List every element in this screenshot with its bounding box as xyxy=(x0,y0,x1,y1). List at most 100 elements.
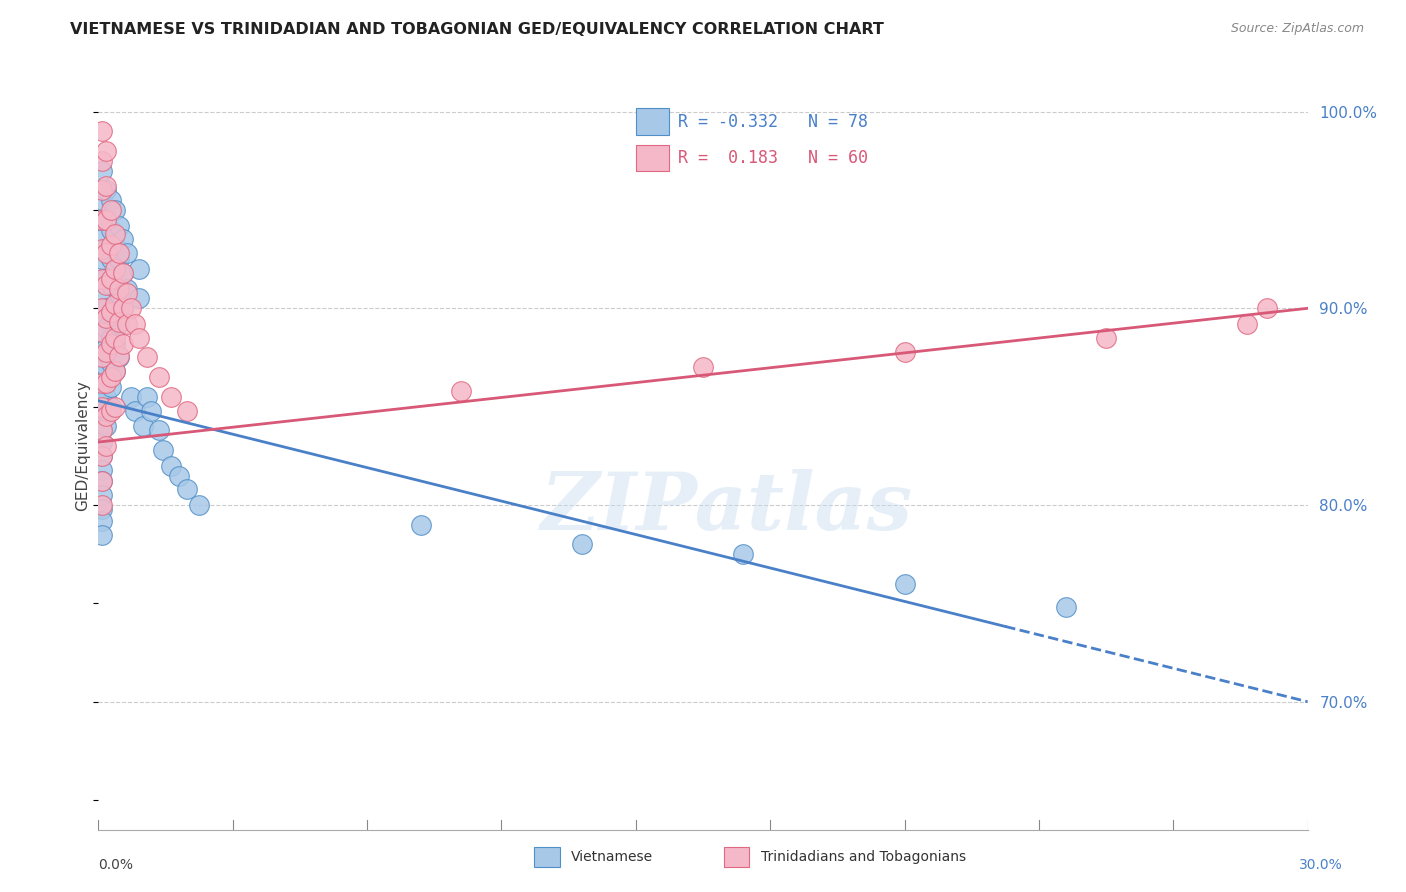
Point xyxy=(96,301,118,316)
Point xyxy=(733,547,755,561)
Point xyxy=(96,242,118,256)
Point xyxy=(111,301,134,316)
Point xyxy=(91,232,114,246)
Point xyxy=(100,252,122,267)
Point xyxy=(148,423,170,437)
Point xyxy=(124,403,146,417)
Point xyxy=(91,212,114,227)
Point xyxy=(107,219,129,233)
Point xyxy=(96,344,118,359)
Point xyxy=(91,449,114,463)
Point xyxy=(100,238,122,252)
Point xyxy=(96,439,118,453)
Point xyxy=(91,331,114,345)
Point xyxy=(100,380,122,394)
Point xyxy=(103,400,125,414)
Y-axis label: GED/Equivalency: GED/Equivalency xyxy=(75,381,90,511)
Point xyxy=(100,331,122,345)
Point xyxy=(96,376,118,390)
Point xyxy=(91,423,114,437)
Point xyxy=(1095,331,1118,345)
Text: Trinidadians and Tobagonians: Trinidadians and Tobagonians xyxy=(761,850,966,864)
Point xyxy=(96,212,118,227)
Point xyxy=(120,390,142,404)
Text: 30.0%: 30.0% xyxy=(1299,858,1343,872)
Point xyxy=(115,285,138,300)
Point xyxy=(1236,317,1258,331)
Point xyxy=(91,514,114,528)
Point xyxy=(111,266,134,280)
Point xyxy=(91,301,114,316)
Point xyxy=(107,349,129,363)
Point xyxy=(91,364,114,378)
Point xyxy=(96,272,118,286)
Point xyxy=(103,238,125,252)
Point xyxy=(107,315,129,329)
Point xyxy=(96,376,118,390)
Point xyxy=(91,124,114,138)
Point xyxy=(100,193,122,207)
Point xyxy=(107,317,129,331)
Point xyxy=(103,336,125,351)
Point xyxy=(91,527,114,541)
Point xyxy=(103,227,125,241)
Point xyxy=(128,292,150,306)
Point xyxy=(91,462,114,476)
Point xyxy=(96,212,118,227)
Point xyxy=(128,331,150,345)
Point xyxy=(96,277,118,292)
Point xyxy=(103,297,125,311)
Point xyxy=(135,351,157,365)
Point xyxy=(120,301,142,316)
Point xyxy=(100,370,122,384)
Point xyxy=(103,364,125,378)
Point xyxy=(96,246,118,260)
Point xyxy=(100,403,122,417)
Point xyxy=(96,360,118,375)
Point xyxy=(107,285,129,300)
Point xyxy=(91,252,114,267)
Point xyxy=(91,502,114,516)
Point xyxy=(91,163,114,178)
Text: 0.0%: 0.0% xyxy=(98,858,134,872)
Point xyxy=(103,331,125,345)
Point xyxy=(107,252,129,267)
Point xyxy=(91,400,114,414)
Point xyxy=(115,317,138,331)
Point xyxy=(91,475,114,489)
Point xyxy=(100,222,122,236)
Point xyxy=(91,351,114,365)
Point xyxy=(103,364,125,378)
Point xyxy=(115,246,138,260)
Point xyxy=(135,390,157,404)
Point xyxy=(103,305,125,319)
Point xyxy=(107,246,129,260)
Point xyxy=(124,317,146,331)
Point xyxy=(91,351,114,365)
Point xyxy=(176,483,198,497)
Point xyxy=(91,449,114,463)
Point xyxy=(91,292,114,306)
Point xyxy=(107,351,129,365)
Point xyxy=(96,311,118,326)
Point xyxy=(692,360,714,375)
Point xyxy=(100,356,122,370)
Point xyxy=(160,458,183,473)
Text: VIETNAMESE VS TRINIDADIAN AND TOBAGONIAN GED/EQUIVALENCY CORRELATION CHART: VIETNAMESE VS TRINIDADIAN AND TOBAGONIAN… xyxy=(70,22,884,37)
Point xyxy=(96,321,118,335)
Point xyxy=(96,179,118,194)
Point xyxy=(107,282,129,296)
Point xyxy=(91,409,114,424)
Point xyxy=(100,272,122,286)
Point xyxy=(111,266,134,280)
Point xyxy=(91,395,114,409)
Point xyxy=(91,498,114,512)
Point xyxy=(115,282,138,296)
Text: ZIPatlas: ZIPatlas xyxy=(541,468,914,546)
Point xyxy=(91,376,114,390)
Point xyxy=(91,272,114,286)
Text: Source: ZipAtlas.com: Source: ZipAtlas.com xyxy=(1230,22,1364,36)
Point xyxy=(409,517,432,532)
Point xyxy=(91,183,114,197)
Point xyxy=(148,370,170,384)
